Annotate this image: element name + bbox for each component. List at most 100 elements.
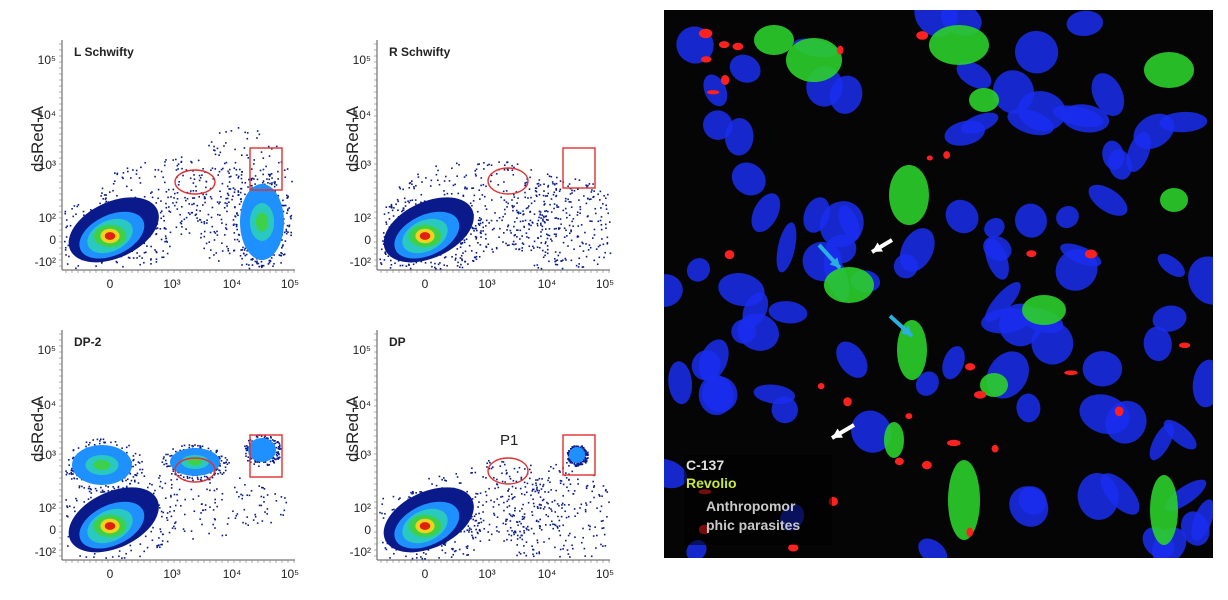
event-dot (165, 206, 168, 209)
event-dot (241, 181, 243, 184)
event-dot (562, 483, 565, 486)
event-dot (606, 236, 609, 239)
event-dot (460, 263, 462, 266)
event-dot (547, 192, 550, 195)
event-dot (563, 227, 566, 230)
revolio-cell (969, 88, 999, 112)
event-dot (431, 483, 433, 485)
event-dot (515, 191, 518, 193)
event-dot (544, 491, 546, 493)
y-tick-label: 10⁴ (352, 108, 371, 122)
event-dot (90, 496, 92, 499)
event-dot (201, 445, 204, 448)
event-dot (543, 183, 545, 186)
event-dot (276, 452, 279, 454)
event-dot (576, 464, 579, 467)
event-dot (165, 228, 167, 230)
event-dot (116, 194, 118, 197)
x-tick-label: 0 (107, 567, 114, 581)
event-dot (241, 264, 243, 266)
parasite-red (1026, 250, 1037, 258)
event-dot (525, 554, 528, 557)
event-dot (221, 182, 224, 185)
event-dot (545, 215, 548, 217)
event-dot (485, 208, 488, 210)
event-dot (214, 168, 217, 170)
event-dot (108, 191, 111, 193)
event-dot (202, 509, 204, 512)
event-dot (559, 180, 562, 182)
event-dot (143, 475, 146, 477)
event-dot (202, 193, 204, 196)
event-dot (490, 533, 493, 536)
event-dot (602, 243, 605, 246)
event-dot (172, 202, 174, 204)
y-axis-label: dsRed-A (28, 105, 47, 172)
event-dot (174, 504, 177, 507)
nucleus-dapi (718, 273, 765, 307)
event-dot (285, 232, 288, 235)
event-dot (556, 525, 559, 528)
event-dot (228, 188, 230, 190)
event-dot (150, 259, 152, 261)
event-dot (66, 263, 69, 265)
event-dot (199, 447, 201, 450)
event-dot (221, 473, 224, 476)
event-dot (594, 212, 597, 215)
event-dot (150, 530, 153, 533)
event-dot (189, 190, 192, 192)
event-dot (64, 212, 67, 215)
event-dot (89, 487, 92, 490)
event-dot (505, 518, 508, 521)
event-dot (215, 252, 218, 254)
event-dot (399, 264, 402, 267)
event-dot (552, 467, 555, 470)
event-dot (410, 491, 412, 494)
event-dot (600, 228, 603, 231)
event-dot (116, 261, 118, 264)
event-dot (71, 457, 74, 460)
event-dot (423, 200, 426, 202)
event-dot (553, 233, 556, 236)
event-dot (244, 447, 247, 450)
event-dot (408, 187, 411, 189)
nucleus-dapi (1157, 253, 1185, 278)
event-dot (514, 530, 517, 533)
density-cluster (248, 438, 276, 462)
event-dot (598, 493, 600, 496)
event-dot (527, 501, 530, 504)
event-dot (180, 205, 183, 208)
event-dot (203, 247, 205, 250)
event-dot (226, 185, 229, 188)
event-dot (520, 476, 523, 479)
event-dot (513, 467, 516, 470)
event-dot (164, 235, 167, 237)
event-dot (514, 487, 517, 489)
event-dot (535, 195, 538, 198)
event-dot (573, 445, 575, 447)
event-dot (482, 476, 484, 478)
event-dot (597, 220, 600, 223)
event-dot (289, 216, 292, 218)
event-dot (512, 514, 515, 516)
event-dot (528, 228, 530, 231)
event-dot (451, 256, 453, 258)
y-tick-label: 10² (39, 211, 56, 225)
event-dot (238, 234, 241, 236)
event-dot (234, 148, 236, 151)
event-dot (479, 244, 482, 246)
event-dot (160, 200, 162, 202)
event-dot (544, 221, 546, 224)
event-dot (384, 513, 386, 515)
event-dot (553, 203, 556, 205)
event-dot (151, 483, 153, 486)
event-dot (519, 220, 522, 223)
event-dot (174, 522, 176, 525)
event-dot (278, 453, 280, 456)
event-dot (392, 215, 395, 217)
event-dot (237, 190, 240, 192)
legend-parasites-line1: Anthropomor (706, 498, 796, 514)
event-dot (556, 176, 558, 179)
event-dot (169, 455, 171, 457)
event-dot (445, 480, 447, 482)
